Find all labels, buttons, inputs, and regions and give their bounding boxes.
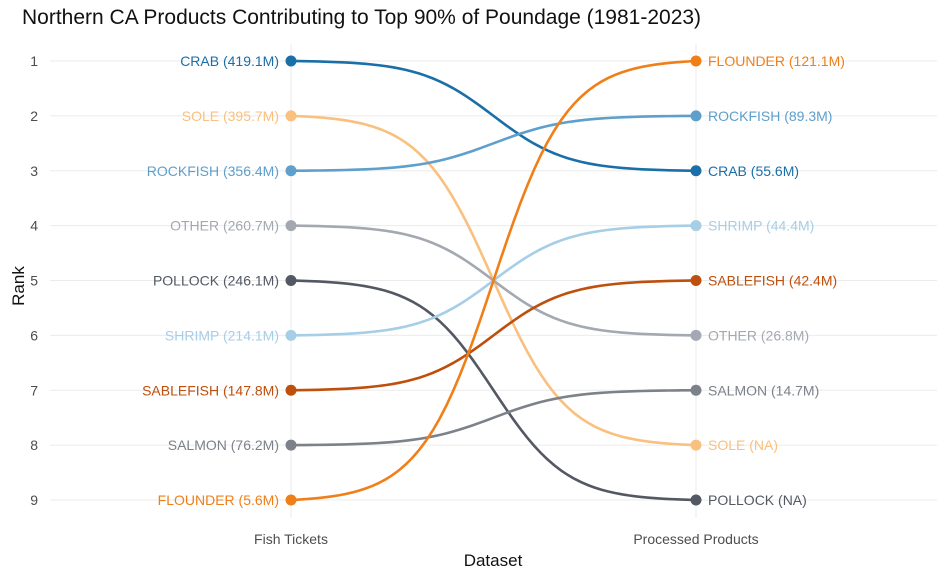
point-pollock-fish-tickets: [285, 275, 297, 286]
label-right-sole: SOLE (NA): [708, 437, 778, 453]
x-tick-label: Processed Products: [633, 531, 758, 547]
point-rockfish-fish-tickets: [285, 165, 297, 177]
y-axis-title: Rank: [9, 266, 28, 306]
series-line-salmon: [289, 388, 698, 447]
y-tick-label: 9: [30, 492, 38, 508]
point-sole-processed-products: [690, 439, 702, 451]
series-points: [285, 55, 702, 506]
point-sablefish-processed-products: [690, 275, 702, 286]
point-pollock-processed-products: [690, 494, 702, 506]
chart-title: Northern CA Products Contributing to Top…: [22, 6, 702, 29]
y-tick-label: 7: [30, 382, 38, 398]
point-other-fish-tickets: [285, 220, 297, 232]
point-shrimp-fish-tickets: [285, 329, 297, 341]
point-other-processed-products: [690, 329, 702, 341]
label-left-sablefish: SABLEFISH (147.8M): [142, 382, 279, 398]
y-tick-label: 6: [30, 327, 38, 343]
label-left-other: OTHER (260.7M): [170, 218, 279, 234]
label-left-salmon: SALMON (76.2M): [168, 437, 279, 453]
x-axis-title: Dataset: [464, 551, 523, 570]
series-line-rockfish: [289, 114, 698, 173]
label-right-crab: CRAB (55.6M): [708, 163, 799, 179]
label-right-flounder: FLOUNDER (121.1M): [708, 53, 845, 69]
series-line-sablefish: [289, 279, 698, 392]
point-labels: CRAB (419.1M) CRAB (55.6M) SOLE (395.7M) SO…: [142, 53, 845, 508]
label-left-pollock: POLLOCK (246.1M): [153, 273, 279, 289]
point-rockfish-processed-products: [690, 110, 702, 122]
label-right-other: OTHER (26.8M): [708, 327, 809, 343]
label-left-flounder: FLOUNDER (5.6M): [158, 492, 279, 508]
point-salmon-fish-tickets: [285, 439, 297, 451]
y-tick-label: 3: [30, 163, 38, 179]
series-line-crab: [289, 59, 698, 173]
label-right-shrimp: SHRIMP (44.4M): [708, 218, 814, 234]
point-crab-processed-products: [690, 165, 702, 177]
x-tick-label: Fish Tickets: [254, 531, 328, 547]
label-left-crab: CRAB (419.1M): [180, 53, 279, 69]
point-sole-fish-tickets: [285, 110, 297, 122]
point-shrimp-processed-products: [690, 220, 702, 232]
point-sablefish-fish-tickets: [285, 384, 297, 396]
label-left-rockfish: ROCKFISH (356.4M): [147, 163, 279, 179]
point-salmon-processed-products: [690, 384, 702, 396]
series-line-pollock: [289, 279, 698, 502]
label-right-rockfish: ROCKFISH (89.3M): [708, 108, 832, 124]
y-tick-label: 5: [30, 273, 38, 289]
label-right-sablefish: SABLEFISH (42.4M): [708, 273, 837, 289]
y-tick-label: 4: [30, 218, 38, 234]
point-flounder-fish-tickets: [285, 494, 297, 506]
y-tick-label: 8: [30, 437, 38, 453]
label-left-shrimp: SHRIMP (214.1M): [165, 327, 279, 343]
series-lines: [289, 59, 698, 502]
label-left-sole: SOLE (395.7M): [182, 108, 279, 124]
series-line-flounder: [289, 59, 698, 502]
point-crab-fish-tickets: [285, 55, 297, 67]
y-tick-label: 1: [30, 53, 38, 69]
axes: 1 2 3 4 5 6 7 8 9 Fish Tickets Processed Products D…: [9, 53, 759, 570]
label-right-salmon: SALMON (14.7M): [708, 382, 819, 398]
label-right-pollock: POLLOCK (NA): [708, 492, 807, 508]
y-tick-label: 2: [30, 108, 38, 124]
point-flounder-processed-products: [690, 55, 702, 67]
